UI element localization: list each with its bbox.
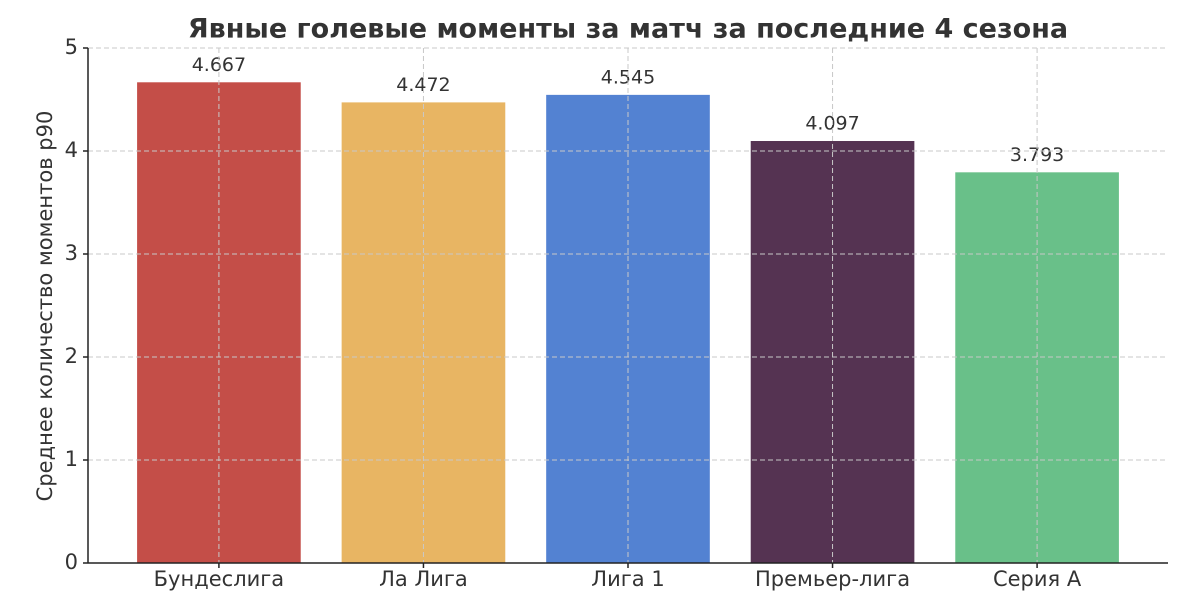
x-tick-label: Серия А [993,567,1082,591]
y-tick-label: 5 [65,35,78,59]
x-tick-label: Лига 1 [591,567,664,591]
x-tick-label: Премьер-лига [755,567,910,591]
y-tick-label: 2 [65,344,78,368]
value-label: 4.545 [601,66,655,88]
y-tick-label: 1 [65,447,78,471]
x-tick-label: Ла Лига [379,567,468,591]
x-tick-label: Бундеслига [154,567,285,591]
y-tick-label: 0 [65,550,78,574]
y-tick-label: 3 [65,241,78,265]
y-axis-label: Среднее количество моментов р90 [33,111,57,502]
chart-title: Явные голевые моменты за матч за последн… [188,14,1068,45]
y-tick-label: 4 [65,138,78,162]
